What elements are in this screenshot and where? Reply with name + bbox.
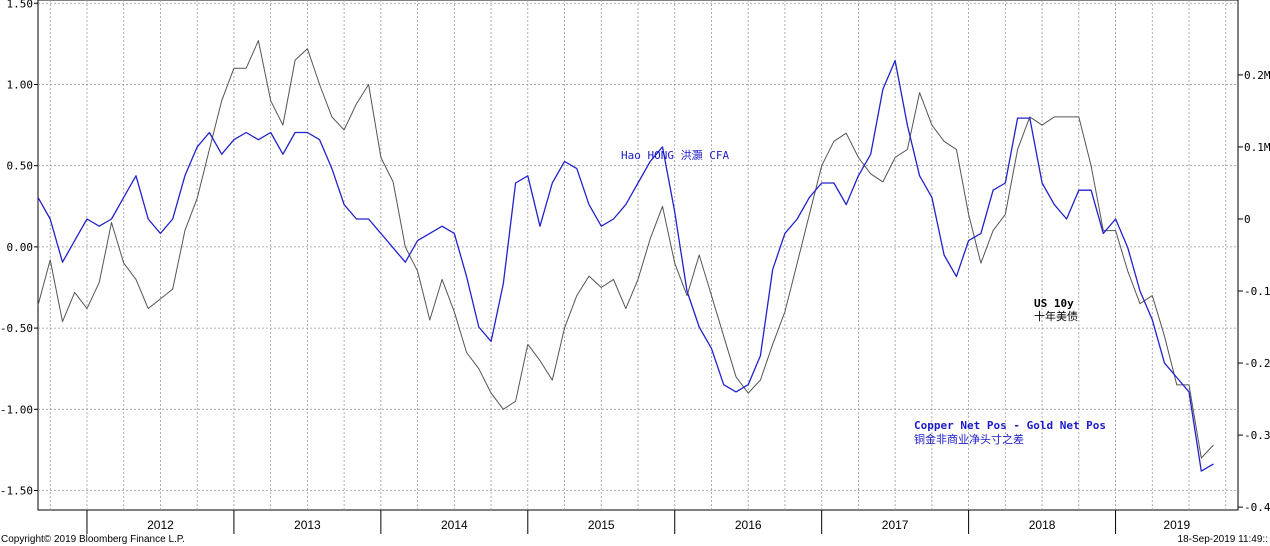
right-axis-ticks: 0.2M 0.1M 0 -0.1 -0.2 -0.3 -0.4 xyxy=(1238,69,1270,514)
us10y-label-en: US 10y xyxy=(1034,297,1074,310)
right-tick-label: -0.3 xyxy=(1244,429,1270,442)
x-tick-label: 2015 xyxy=(588,518,615,532)
left-tick-label: 0.00 xyxy=(7,241,34,254)
series-group xyxy=(37,40,1214,472)
x-tick-label: 2013 xyxy=(294,518,321,532)
copper-label-cn: 铜金非商业净头寸之差 xyxy=(914,432,1024,446)
copyright-text: Copyright© 2019 Bloomberg Finance L.P. xyxy=(1,534,185,545)
left-tick-label: -1.00 xyxy=(0,403,33,416)
left-axis-ticks: 1.50 1.00 0.50 0.00 -0.50 -1.00 -1.50 xyxy=(0,0,38,498)
right-tick-label: 0.2M xyxy=(1244,69,1270,82)
series-line-copper-gold xyxy=(37,59,1214,472)
left-tick-label: 1.00 xyxy=(7,78,34,91)
series-line-us10y xyxy=(37,40,1214,459)
x-tick-label: 2017 xyxy=(882,518,909,532)
timestamp-text: 18-Sep-2019 11:49:: xyxy=(1178,534,1268,545)
copper-label-en: Copper Net Pos - Gold Net Pos xyxy=(914,419,1106,432)
right-tick-label: 0 xyxy=(1244,213,1251,226)
left-tick-label: -0.50 xyxy=(0,322,33,335)
us10y-label-cn: 十年美债 xyxy=(1034,309,1078,323)
right-tick-label: -0.1 xyxy=(1244,285,1270,298)
x-axis: 2012 2013 2014 2015 2016 2017 2018 2019 xyxy=(86,510,1190,534)
left-tick-label: 1.50 xyxy=(7,0,34,10)
right-tick-label: 0.1M xyxy=(1244,141,1270,154)
right-tick-label: -0.4 xyxy=(1244,501,1270,514)
left-tick-label: -1.50 xyxy=(0,485,33,498)
x-tick-label: 2018 xyxy=(1029,518,1056,532)
watermark-label: Hao HONG 洪灝 CFA xyxy=(621,148,729,162)
x-tick-label: 2016 xyxy=(735,518,762,532)
x-tick-label: 2019 xyxy=(1163,518,1190,532)
x-tick-label: 2014 xyxy=(441,518,468,532)
x-tick-label: 2012 xyxy=(147,518,174,532)
right-tick-label: -0.2 xyxy=(1244,357,1270,370)
horizontal-gridlines xyxy=(38,2,1238,491)
vertical-gridlines xyxy=(49,0,1227,510)
left-tick-label: 0.50 xyxy=(7,160,34,173)
